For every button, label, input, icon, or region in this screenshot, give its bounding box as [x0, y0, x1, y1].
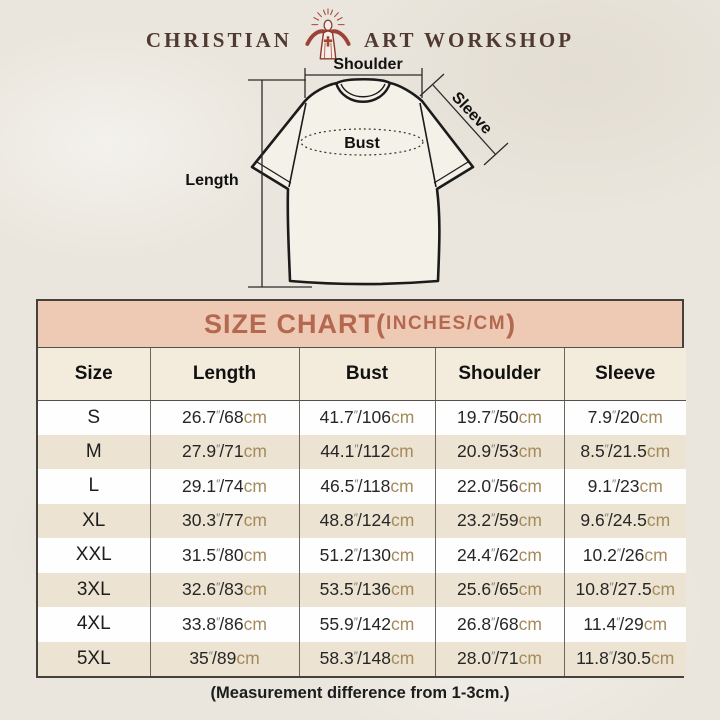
table-row: 3XL 32.6″/83cm 53.5″/136cm 25.6″/65cm 10.8″/… — [38, 572, 686, 607]
length-cell: 33.8″/86cm — [149, 607, 299, 642]
shoulder-cell: 23.2″/59cm — [434, 503, 564, 538]
sleeve-label: Sleeve — [448, 89, 495, 138]
bust-cell: 51.2″/130cm — [298, 538, 435, 573]
shoulder-cell: 25.6″/65cm — [434, 572, 564, 607]
bust-cell: 53.5″/136cm — [298, 572, 435, 607]
sleeve-cell: 9.6″/24.5cm — [563, 503, 686, 538]
length-cell: 26.7″/68cm — [149, 400, 299, 435]
sleeve-cell: 11.8″/30.5cm — [563, 641, 686, 676]
measurement-note: (Measurement difference from 1-3cm.) — [210, 684, 510, 702]
size-cell: L — [88, 475, 100, 497]
size-chart: SIZE CHART( INCHES/CM ) Size Length Bust… — [36, 299, 686, 678]
jesus-with-rays-icon — [305, 8, 351, 60]
sleeve-cell: 11.4″/29cm — [563, 607, 686, 642]
shoulder-cell: 19.7″/50cm — [434, 400, 564, 435]
title-suffix: ) — [506, 308, 517, 339]
sleeve-cell: 10.2″/26cm — [563, 538, 686, 573]
shoulder-cell: 28.0″/71cm — [434, 641, 564, 676]
brand-text-left: CHRISTIAN — [145, 28, 292, 52]
bust-cell: 46.5″/118cm — [298, 469, 435, 504]
size-cell: 5XL — [76, 647, 111, 669]
size-cell: XL — [82, 509, 106, 531]
bust-ellipse — [300, 128, 424, 156]
length-cell: 27.9″/71cm — [149, 434, 299, 469]
bust-label: Bust — [344, 135, 380, 152]
table-row: L 29.1″/74cm 46.5″/118cm 22.0″/56cm 9.1″/23c… — [38, 469, 686, 504]
sleeve-cell: 8.5″/21.5cm — [563, 434, 686, 469]
table-header-row: Size Length Bust Shoulder Sleeve — [38, 348, 686, 401]
sleeve-dimension-line — [419, 73, 509, 166]
length-cell: 32.6″/83cm — [149, 572, 299, 607]
table-row: XXL 31.5″/80cm 51.2″/130cm 24.4″/62cm 10.2″/… — [38, 538, 686, 573]
size-cell: XXL — [75, 544, 112, 566]
length-cell: 29.1″/74cm — [149, 469, 299, 504]
col-header-length: Length — [149, 348, 299, 401]
sleeve-cell: 9.1″/23cm — [563, 469, 686, 504]
size-chart-title: SIZE CHART( INCHES/CM ) — [38, 301, 682, 348]
size-cell: 4XL — [76, 613, 111, 635]
table-row: M 27.9″/71cm 44.1″/112cm 20.9″/53cm 8.5″/21.… — [38, 434, 686, 469]
table-row: XL 30.3″/77cm 48.8″/124cm 23.2″/59cm 9.6″/24… — [38, 503, 686, 538]
shoulder-cell: 24.4″/62cm — [434, 538, 564, 573]
brand-text-right: ART WORKSHOP — [363, 28, 575, 52]
size-cell: M — [85, 440, 102, 462]
table-row: 5XL 35″/89cm 58.3″/148cm 28.0″/71cm 11.8″/30… — [38, 641, 686, 676]
size-cell: S — [87, 406, 101, 428]
col-header-bust: Bust — [298, 348, 435, 401]
size-table-body: S 26.7″/68cm 41.7″/106cm 19.7″/50cm 7.9″/20c… — [38, 400, 686, 676]
size-table: Size Length Bust Shoulder Sleeve S 26.7″/… — [38, 348, 686, 676]
tshirt-measurement-diagram: Shoulder Bust Length Sleeve — [185, 56, 509, 288]
size-cell: 3XL — [76, 578, 111, 600]
sleeve-cell: 10.8″/27.5cm — [563, 572, 686, 607]
col-header-shoulder: Shoulder — [434, 348, 564, 401]
col-header-size: Size — [38, 348, 150, 401]
bust-cell: 41.7″/106cm — [298, 400, 435, 435]
length-label: Length — [185, 172, 238, 189]
tshirt-outline — [250, 77, 475, 286]
col-header-sleeve: Sleeve — [563, 348, 686, 401]
shoulder-label: Shoulder — [333, 56, 402, 73]
bust-cell: 44.1″/112cm — [298, 434, 435, 469]
brand-logo: CHRISTIAN ART WORKSHOP — [0, 4, 720, 62]
shoulder-cell: 20.9″/53cm — [434, 434, 564, 469]
title-units: INCHES/CM — [385, 313, 507, 334]
title-main: SIZE CHART( — [203, 308, 386, 339]
length-dimension-line — [248, 79, 312, 288]
length-cell: 30.3″/77cm — [149, 503, 299, 538]
length-cell: 35″/89cm — [149, 641, 299, 676]
table-row: 4XL 33.8″/86cm 55.9″/142cm 26.8″/68cm 11.4″/… — [38, 607, 686, 642]
bust-cell: 48.8″/124cm — [298, 503, 435, 538]
length-cell: 31.5″/80cm — [149, 538, 299, 573]
sleeve-cell: 7.9″/20cm — [563, 400, 686, 435]
bust-cell: 55.9″/142cm — [298, 607, 435, 642]
table-row: S 26.7″/68cm 41.7″/106cm 19.7″/50cm 7.9″/20c… — [38, 400, 686, 435]
shoulder-cell: 26.8″/68cm — [434, 607, 564, 642]
shoulder-dimension-line — [304, 68, 423, 98]
shoulder-cell: 22.0″/56cm — [434, 469, 564, 504]
bust-cell: 58.3″/148cm — [298, 641, 435, 676]
